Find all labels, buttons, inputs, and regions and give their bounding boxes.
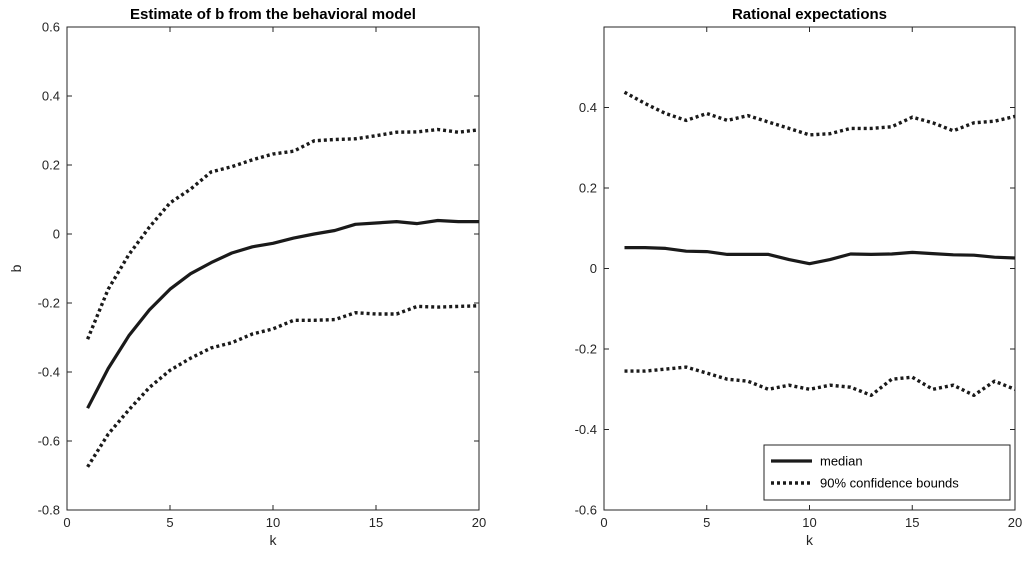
y-axis-label: b (8, 264, 24, 272)
y-tick-label: 0.2 (579, 181, 597, 196)
x-tick-label: 20 (472, 515, 486, 530)
confidence-bound-line (86, 127, 480, 340)
y-tick-label: 0 (53, 227, 60, 242)
median-line (624, 246, 1016, 266)
y-tick-label: 0.4 (579, 100, 597, 115)
plot-area (603, 26, 1016, 511)
confidence-bound-line (623, 90, 1016, 137)
confidence-bound-line (624, 365, 1016, 397)
y-tick-label: -0.4 (38, 365, 60, 380)
x-tick-label: 15 (905, 515, 919, 530)
y-tick-label: 0 (590, 261, 597, 276)
x-tick-label: 5 (166, 515, 173, 530)
y-tick-label: -0.6 (38, 434, 60, 449)
y-tick-label: -0.8 (38, 503, 60, 518)
y-tick-label: 0.2 (42, 158, 60, 173)
chart-title: Estimate of b from the behavioral model (130, 6, 416, 23)
x-tick-label: 5 (703, 515, 710, 530)
legend-box (763, 444, 1011, 501)
legend-label: median (820, 454, 863, 469)
y-tick-label: -0.4 (575, 422, 597, 437)
median-line (86, 218, 479, 409)
confidence-bound-line (86, 304, 480, 468)
x-tick-label: 15 (369, 515, 383, 530)
x-axis-label: k (270, 532, 278, 548)
y-tick-label: -0.2 (38, 296, 60, 311)
x-axis-label: k (806, 532, 814, 548)
chart-title: Rational expectations (732, 6, 887, 23)
legend-label: 90% confidence bounds (820, 476, 959, 491)
x-tick-label: 20 (1008, 515, 1022, 530)
x-tick-label: 10 (266, 515, 280, 530)
y-tick-label: -0.2 (575, 342, 597, 357)
y-tick-label: 0.4 (42, 89, 60, 104)
x-tick-label: 0 (63, 515, 70, 530)
x-tick-label: 0 (600, 515, 607, 530)
plot-area (66, 26, 480, 511)
y-tick-label: 0.6 (42, 20, 60, 35)
y-tick-label: -0.6 (575, 503, 597, 518)
x-tick-label: 10 (802, 515, 816, 530)
